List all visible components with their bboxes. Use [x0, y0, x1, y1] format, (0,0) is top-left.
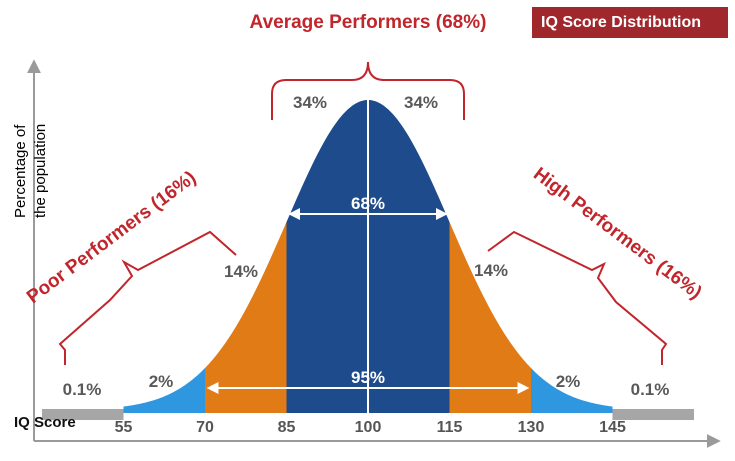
x-tick-label: 55 [115, 419, 133, 436]
curve-segment-6 [531, 368, 613, 413]
curve-segment-4 [368, 100, 450, 413]
high-performers-label: High Performers (16%) [529, 164, 705, 304]
span-label: 95% [351, 368, 385, 387]
chart-title: IQ Score Distribution [532, 7, 728, 38]
percent-label: 14% [224, 262, 258, 281]
percent-label: 14% [474, 261, 508, 280]
curve-segment-1 [123, 368, 205, 413]
percent-label: 0.1% [631, 380, 670, 399]
percent-label: 34% [404, 93, 438, 112]
x-tick-label: 130 [518, 419, 545, 436]
percent-label: 34% [293, 93, 327, 112]
percent-label: 0.1% [63, 380, 102, 399]
x-tick-label: 85 [278, 419, 296, 436]
percent-label: 2% [556, 372, 581, 391]
average-performers-label: Average Performers (68%) [250, 12, 487, 33]
x-tick-label: 115 [437, 419, 463, 436]
curve-segment-7 [612, 409, 694, 420]
x-tick-label: 100 [355, 419, 382, 436]
curve-segment-5 [449, 221, 531, 413]
y-axis-label-line-1: Percentage of [12, 124, 29, 218]
x-tick-label: 70 [196, 419, 214, 436]
x-tick-label: 145 [599, 419, 626, 436]
span-label: 68% [351, 194, 385, 213]
curve-segment-0 [42, 409, 124, 420]
high-bracket [487, 230, 668, 365]
poor-bracket [58, 230, 237, 365]
y-axis-label-line-2: the population [32, 123, 49, 218]
curve-segment-3 [286, 100, 368, 413]
x-axis-label: IQ Score [14, 414, 76, 431]
average-bracket [271, 61, 465, 120]
curve-segment-2 [205, 221, 287, 413]
percent-label: 2% [149, 372, 174, 391]
